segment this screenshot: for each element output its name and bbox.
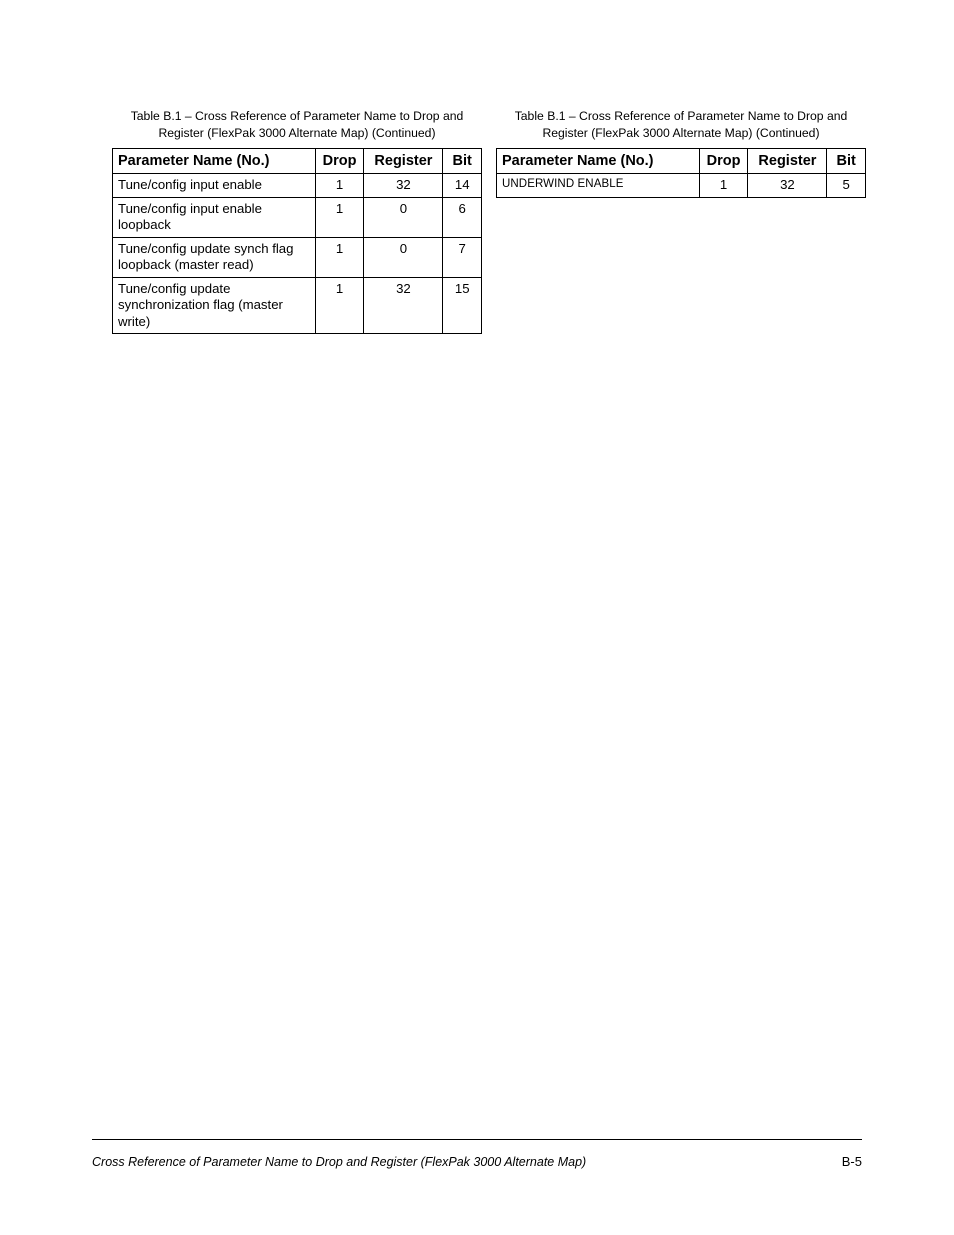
cell-param: Tune/config input enable [113, 174, 316, 198]
cell-bit: 15 [443, 277, 482, 334]
left-column: Table B.1 – Cross Reference of Parameter… [112, 108, 482, 334]
footer-page-number: B-5 [842, 1154, 862, 1169]
caption-line1: Table B.1 – Cross Reference of Parameter… [131, 109, 464, 123]
two-column-layout: Table B.1 – Cross Reference of Parameter… [112, 108, 862, 334]
left-table: Parameter Name (No.) Drop Register Bit T… [112, 148, 482, 334]
cell-register: 0 [364, 237, 443, 277]
header-drop: Drop [315, 149, 364, 174]
header-register: Register [748, 149, 827, 174]
left-table-caption: Table B.1 – Cross Reference of Parameter… [127, 108, 467, 142]
header-drop: Drop [699, 149, 748, 174]
header-param: Parameter Name (No.) [113, 149, 316, 174]
cell-register: 0 [364, 197, 443, 237]
right-column: Table B.1 – Cross Reference of Parameter… [496, 108, 866, 334]
cell-register: 32 [748, 174, 827, 198]
cell-drop: 1 [699, 174, 748, 198]
cell-param: Tune/config update synch flag loopback (… [113, 237, 316, 277]
cell-drop: 1 [315, 197, 364, 237]
right-table-caption: Table B.1 – Cross Reference of Parameter… [511, 108, 851, 142]
cell-param: Tune/config update synchronization flag … [113, 277, 316, 334]
table-row: Tune/config input enable loopback106 [113, 197, 482, 237]
header-register: Register [364, 149, 443, 174]
page-footer: Cross Reference of Parameter Name to Dro… [92, 1139, 862, 1169]
cell-bit: 6 [443, 197, 482, 237]
cell-register: 32 [364, 174, 443, 198]
table-header-row: Parameter Name (No.) Drop Register Bit [113, 149, 482, 174]
table-row: Tune/config input enable13214 [113, 174, 482, 198]
right-table: Parameter Name (No.) Drop Register Bit U… [496, 148, 866, 198]
cell-register: 32 [364, 277, 443, 334]
cell-drop: 1 [315, 237, 364, 277]
caption-line2: Register (FlexPak 3000 Alternate Map) (C… [158, 126, 435, 140]
caption-line1: Table B.1 – Cross Reference of Parameter… [515, 109, 848, 123]
cell-bit: 14 [443, 174, 482, 198]
caption-line2: Register (FlexPak 3000 Alternate Map) (C… [542, 126, 819, 140]
cell-drop: 1 [315, 277, 364, 334]
header-bit: Bit [827, 149, 866, 174]
cell-drop: 1 [315, 174, 364, 198]
table-row: Tune/config update synchronization flag … [113, 277, 482, 334]
cell-bit: 7 [443, 237, 482, 277]
footer-title: Cross Reference of Parameter Name to Dro… [92, 1155, 586, 1169]
cell-param: UNDERWIND ENABLE [497, 174, 700, 198]
cell-bit: 5 [827, 174, 866, 198]
cell-param: Tune/config input enable loopback [113, 197, 316, 237]
header-param: Parameter Name (No.) [497, 149, 700, 174]
table-header-row: Parameter Name (No.) Drop Register Bit [497, 149, 866, 174]
header-bit: Bit [443, 149, 482, 174]
table-row: UNDERWIND ENABLE1325 [497, 174, 866, 198]
page: Table B.1 – Cross Reference of Parameter… [0, 0, 954, 1235]
table-row: Tune/config update synch flag loopback (… [113, 237, 482, 277]
